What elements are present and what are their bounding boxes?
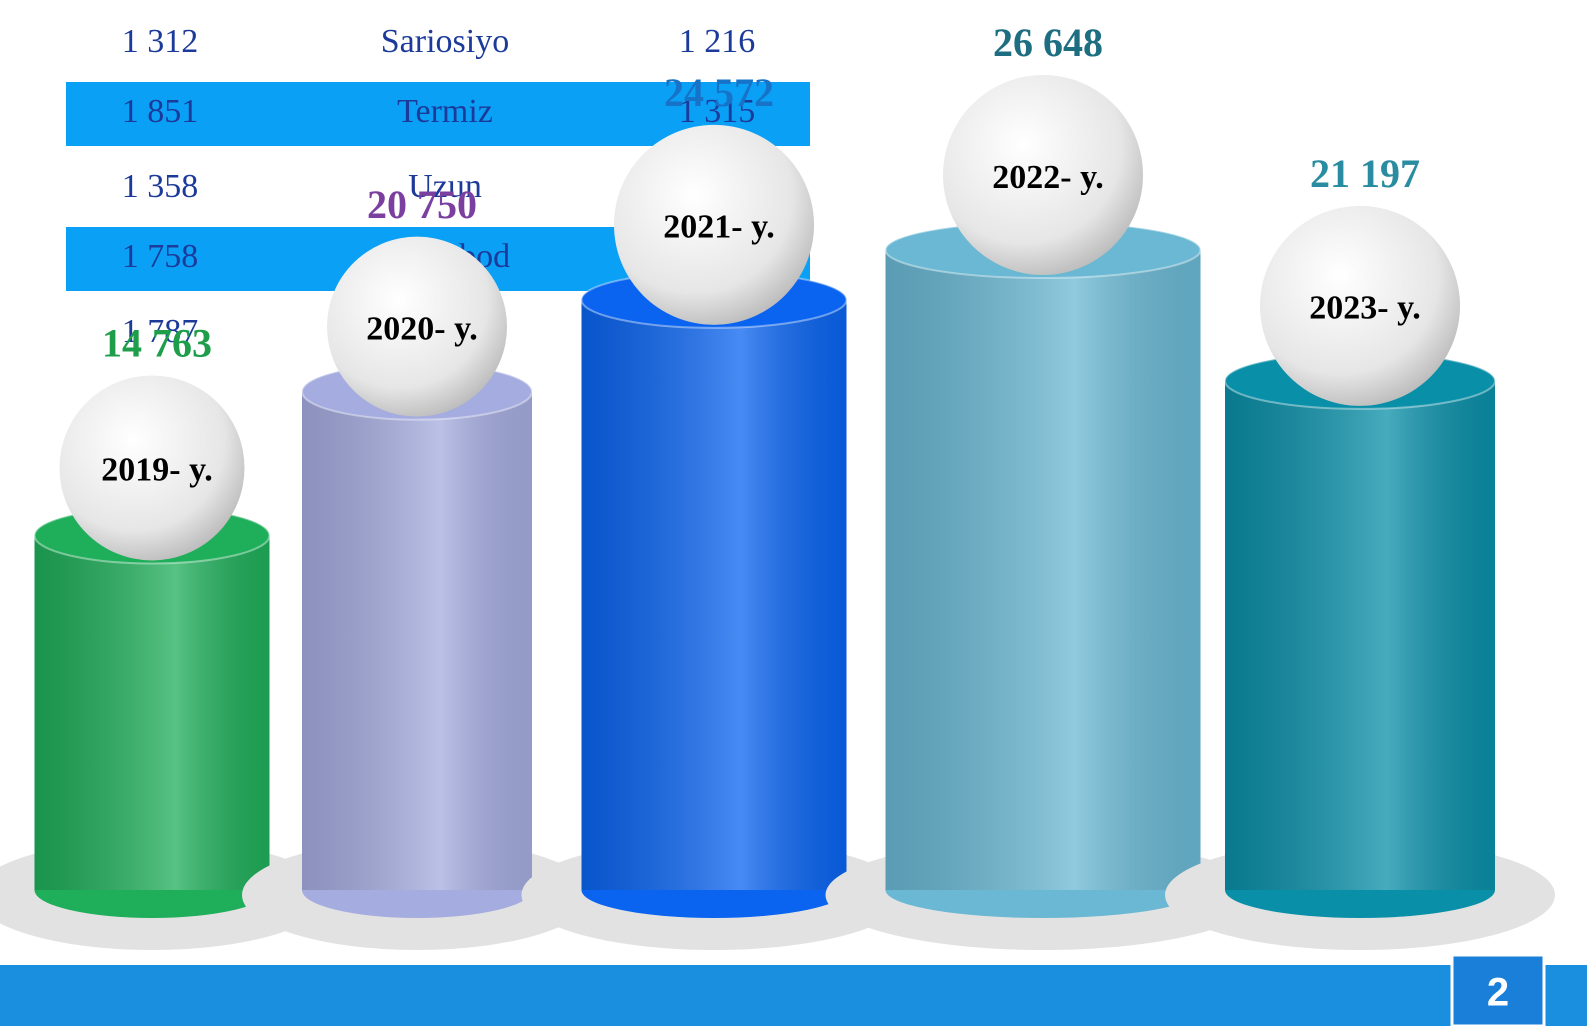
value-label: 24 572 <box>664 70 774 115</box>
year-label: 2022- y. <box>992 159 1103 196</box>
value-label: 21 197 <box>1310 151 1420 196</box>
table-cell: Uzun <box>408 168 482 205</box>
year-label: 2020- y. <box>366 310 477 347</box>
cylinder: 2023- y. 21 197 <box>1165 151 1555 950</box>
cylinder: 2022- y. 26 648 <box>825 20 1261 950</box>
year-label: 2021- y. <box>663 209 774 246</box>
value-label: 26 648 <box>993 20 1103 65</box>
year-ball <box>59 375 245 561</box>
cylinder-shine <box>34 535 270 890</box>
skyline: 2 <box>0 953 1587 1026</box>
table-cell: 1 851 <box>122 93 199 130</box>
cylinder-shine <box>1225 380 1495 890</box>
year-ball <box>327 236 507 417</box>
year-ball <box>614 124 814 325</box>
skyline-band <box>0 965 1587 1026</box>
table-cell: Termiz <box>397 93 493 130</box>
table-cell: 1 758 <box>122 238 199 275</box>
year-label: 2023- y. <box>1309 290 1420 327</box>
cylinder: 2020- y. 20 750 <box>242 182 592 950</box>
page-number-box <box>1450 953 1546 1026</box>
year-label: 2019- y. <box>101 452 212 489</box>
year-ball <box>1260 205 1460 406</box>
year-ball <box>943 75 1143 275</box>
cylinder-shine <box>885 250 1201 890</box>
cylinder: 2019- y. 14 763 <box>0 321 330 950</box>
value-label: 14 763 <box>102 321 212 366</box>
value-label: 20 750 <box>367 182 477 227</box>
table-cell: 1 787 <box>122 313 199 350</box>
page-number: 2 <box>1487 971 1509 1015</box>
table-cell: 1 312 <box>122 23 199 60</box>
table-cell: 1 358 <box>122 168 199 205</box>
cylinder-shine <box>302 391 532 890</box>
cylinder: 2021- y. 24 572 <box>521 70 907 950</box>
cylinder-shine <box>581 299 847 890</box>
table-cell: Sariosiyo <box>381 23 509 60</box>
table-cell: 1 216 <box>679 23 756 60</box>
table-cell: 1 315 <box>679 93 756 130</box>
